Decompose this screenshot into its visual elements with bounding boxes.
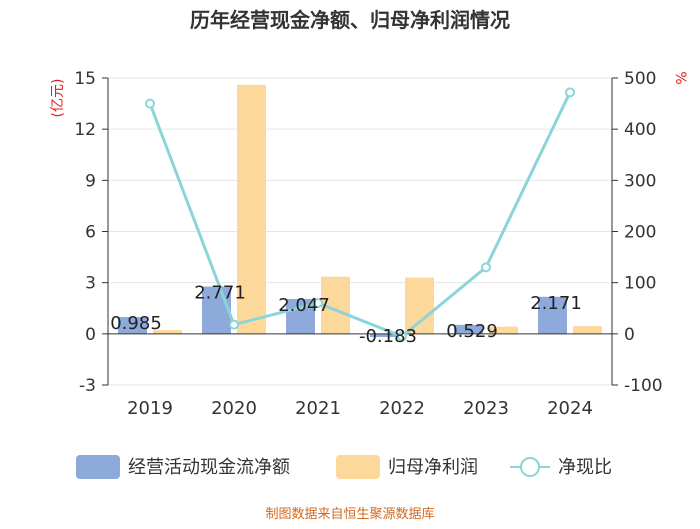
legend-label: 净现比 [558, 457, 612, 478]
bar-经营活动现金流净额-2019 [118, 317, 147, 334]
line-point-2022 [397, 331, 407, 342]
bar-value-label: 0.985 [110, 313, 162, 334]
gridlines [108, 77, 612, 386]
left-axis-ticks: -3 0 3 6 9 12 15 [74, 69, 108, 396]
bar-经营活动现金流净额-2023 [454, 324, 483, 334]
x-tick-label: 2023 [463, 398, 509, 419]
x-axis-ticks: 2019 2020 2021 2022 2023 2024 [127, 398, 593, 419]
bar-经营活动现金流净额-2022 [370, 333, 399, 337]
right-tick-label: 100 [624, 274, 656, 294]
right-axis-unit: % [672, 71, 688, 84]
line-point-2021 [313, 298, 323, 309]
line-point-2020 [229, 319, 239, 330]
left-tick-label: -3 [79, 376, 96, 396]
right-tick-label: 300 [624, 171, 656, 191]
axes-lines [107, 78, 613, 385]
bar-value-labels: 0.985 2.771 2.047 -0.183 0.529 2.171 [110, 283, 582, 347]
line-point-2019 [145, 98, 155, 109]
bar-经营活动现金流净额-2020 [202, 286, 231, 334]
left-tick-label: 6 [85, 223, 96, 243]
bar-value-label: 2.771 [194, 283, 246, 304]
right-tick-label: -100 [624, 376, 663, 396]
bar-归母净利润-2022 [405, 277, 434, 334]
left-tick-label: 3 [85, 274, 96, 294]
legend-swatch [76, 455, 120, 479]
bar-归母净利润-2019 [153, 330, 182, 334]
chart-title: 历年经营现金净额、归母净利润情况 [190, 8, 510, 32]
x-tick-label: 2022 [379, 398, 425, 419]
x-tick-label: 2019 [127, 398, 173, 419]
x-tick-label: 2020 [211, 398, 257, 419]
left-tick-label: 0 [85, 325, 96, 345]
line-净现比 [148, 91, 572, 339]
bar-归母净利润-2020 [237, 84, 266, 334]
source-footer: 制图数据来自恒生聚源数据库 [265, 506, 434, 522]
bar-value-label: 2.171 [530, 293, 582, 314]
legend-swatch-marker [520, 457, 540, 477]
legend-label: 经营活动现金流净额 [128, 457, 290, 478]
right-tick-label: 0 [624, 325, 635, 345]
legend: 经营活动现金流净额 归母净利润 净现比 [76, 455, 612, 479]
right-tick-label: 500 [624, 69, 656, 89]
line-point-2024 [565, 87, 575, 98]
legend-label: 归母净利润 [388, 457, 478, 478]
right-axis-ticks: -100 0 100 200 300 400 500 [612, 69, 663, 396]
line-point-2023 [481, 262, 491, 273]
bar-value-label: 0.529 [446, 321, 498, 342]
bars-group [118, 84, 602, 337]
line-series-group [145, 87, 575, 342]
left-axis-unit: (亿元) [50, 79, 66, 118]
x-tick-label: 2024 [547, 398, 593, 419]
x-tick-label: 2021 [295, 398, 341, 419]
bar-value-label: 2.047 [278, 295, 330, 316]
bar-value-label: -0.183 [359, 326, 417, 347]
right-tick-label: 400 [624, 120, 656, 140]
bar-归母净利润-2023 [489, 326, 518, 334]
left-tick-label: 12 [74, 120, 96, 140]
bar-经营活动现金流净额-2024 [538, 296, 567, 334]
left-tick-label: 9 [85, 171, 96, 191]
legend-swatch [336, 455, 380, 479]
bar-归母净利润-2024 [573, 326, 602, 334]
left-tick-label: 15 [74, 69, 96, 89]
right-tick-label: 200 [624, 223, 656, 243]
